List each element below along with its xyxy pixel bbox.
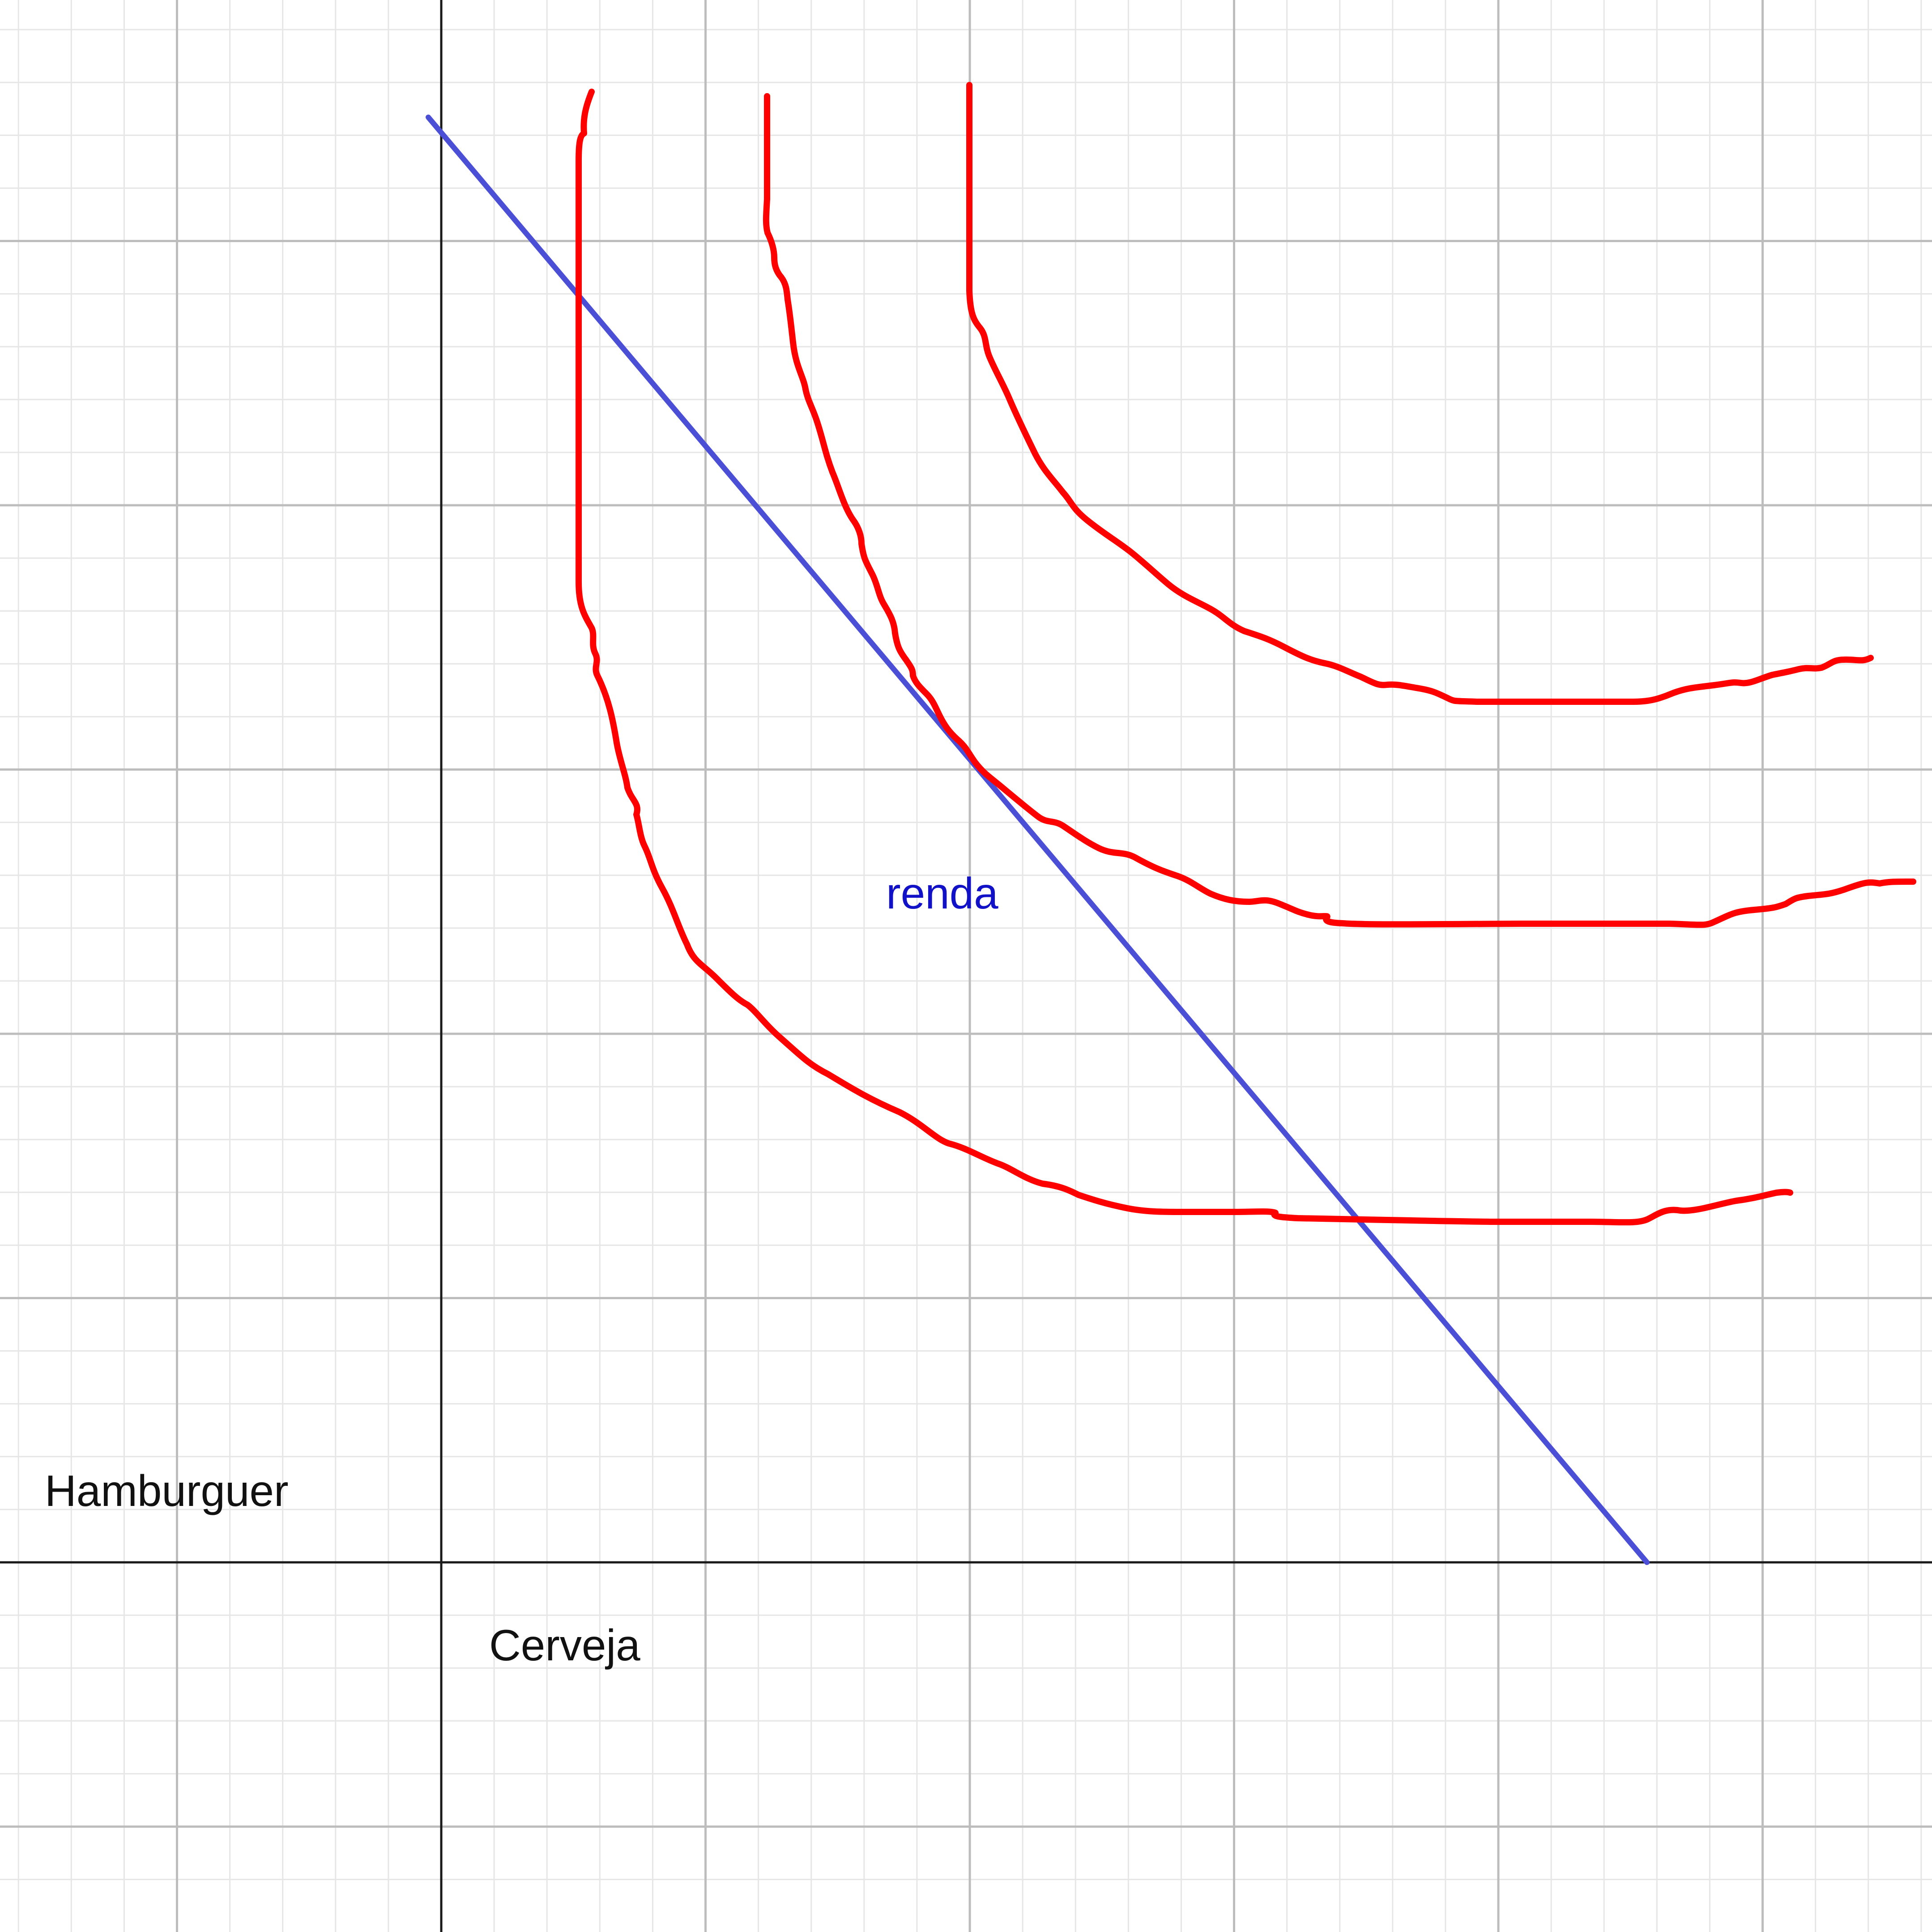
budget-line-label: renda (886, 869, 998, 918)
x-axis-label: Cerveja (489, 1621, 640, 1670)
indifference-curve-1 (576, 89, 1793, 1226)
budget-line (426, 115, 1650, 1565)
indifference-curve-3 (966, 82, 1874, 705)
y-axis-label: Hamburguer (45, 1466, 289, 1515)
indifference-curve-2 (763, 93, 1916, 928)
